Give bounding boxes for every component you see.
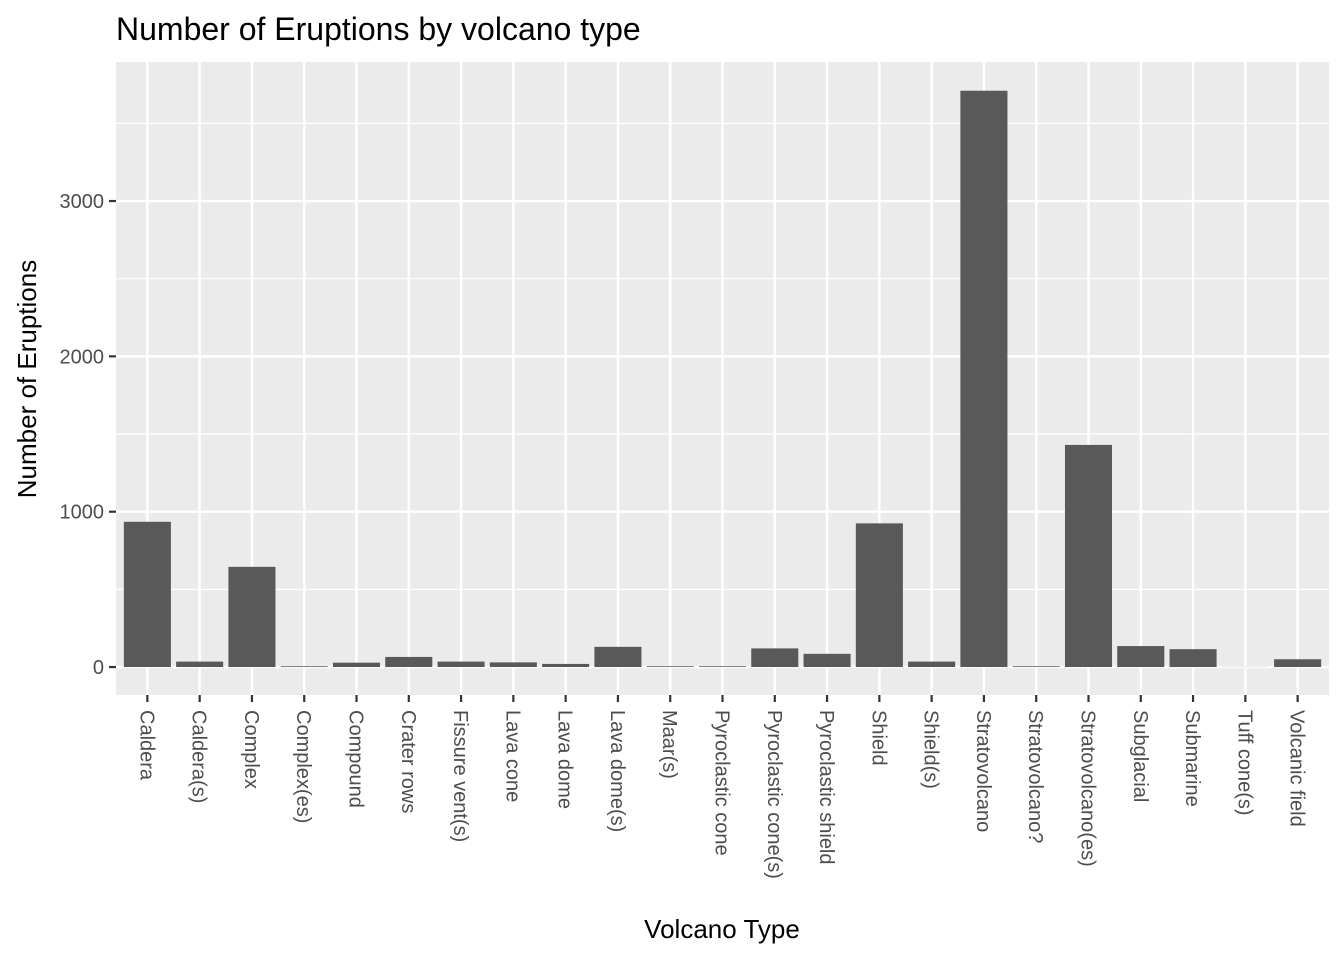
x-tick-label: Lava cone xyxy=(501,710,523,802)
x-tick-label: Caldera(s) xyxy=(188,710,210,803)
bar xyxy=(594,646,642,668)
x-tick-label: Tuff cone(s) xyxy=(1233,710,1255,816)
x-tick-label: Pyroclastic cone(s) xyxy=(763,710,785,879)
bar xyxy=(1117,646,1165,668)
bar xyxy=(1064,444,1113,668)
bar xyxy=(646,666,694,668)
x-tick-label: Subglacial xyxy=(1129,710,1151,802)
bar xyxy=(176,661,224,668)
bar xyxy=(437,661,485,668)
bar xyxy=(803,653,851,668)
x-tick-label: Submarine xyxy=(1181,710,1203,807)
bars xyxy=(123,90,1322,668)
x-tick-label: Crater rows xyxy=(397,710,419,813)
x-tick-label: Fissure vent(s) xyxy=(449,710,471,842)
x-tick-label: Shield(s) xyxy=(920,710,942,789)
bar xyxy=(1169,649,1217,668)
x-tick-label: Stratovolcano xyxy=(972,710,994,832)
y-tick-label: 1000 xyxy=(60,502,105,524)
x-tick-label: Lava dome(s) xyxy=(606,710,628,832)
x-tick-label: Stratovolcano? xyxy=(1024,710,1046,843)
bar xyxy=(385,656,433,668)
x-tick-label: Caldera xyxy=(135,710,157,781)
bar xyxy=(1012,666,1060,668)
bar xyxy=(542,663,590,668)
bar xyxy=(855,523,903,668)
y-axis-title: Number of Eruptions xyxy=(12,260,42,498)
bar xyxy=(489,662,537,668)
x-tick-label: Volcanic field xyxy=(1286,710,1308,827)
bar xyxy=(908,661,956,668)
x-tick-label: Lava dome xyxy=(554,710,576,809)
x-axis: Caldera Caldera(s) Complex Complex(es) Compo… xyxy=(135,695,1308,879)
x-tick-label: Pyroclastic cone xyxy=(711,710,733,856)
bar xyxy=(751,648,799,668)
x-tick-label: Pyroclastic shield xyxy=(815,710,837,865)
bar xyxy=(960,90,1008,668)
x-tick-label: Shield xyxy=(867,710,889,766)
x-tick-label: Maar(s) xyxy=(658,710,680,779)
bar xyxy=(332,662,381,668)
y-tick-label: 3000 xyxy=(60,191,105,213)
bar xyxy=(698,666,747,668)
x-tick-label: Complex(es) xyxy=(292,710,314,823)
x-axis-title: Volcano Type xyxy=(644,914,800,944)
y-tick-label: 2000 xyxy=(60,346,105,368)
chart-title: Number of Eruptions by volcano type xyxy=(116,11,641,47)
y-axis: 0 1000 2000 3000 xyxy=(60,191,116,679)
x-tick-label: Complex xyxy=(240,710,262,789)
x-tick-label: Compound xyxy=(345,710,367,808)
bar xyxy=(228,566,276,668)
bar xyxy=(280,666,328,668)
bar xyxy=(123,521,171,668)
x-tick-label: Stratovolcano(es) xyxy=(1076,710,1098,867)
bar xyxy=(1274,659,1322,668)
y-tick-label: 0 xyxy=(93,657,104,679)
